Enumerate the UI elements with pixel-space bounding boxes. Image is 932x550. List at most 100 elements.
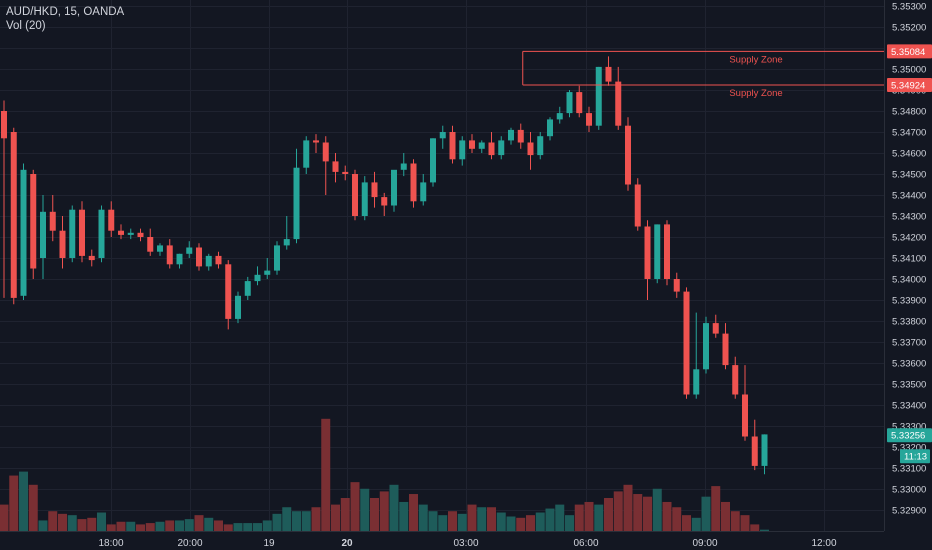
price-tick-label: 5.33300 — [892, 422, 926, 433]
volume-bar — [126, 521, 136, 531]
price-tick-label: 5.34100 — [892, 254, 926, 265]
time-axis[interactable]: 18:00 20:00 19 20 03:00 06:00 09:00 12:00 — [98, 538, 836, 549]
price-tick-label: 5.33000 — [892, 485, 926, 496]
candle — [30, 169, 37, 279]
volume-bar — [370, 498, 379, 531]
candle-body — [30, 174, 37, 269]
candle-body — [381, 197, 388, 206]
candle — [615, 66, 622, 130]
volume-bar — [243, 523, 253, 531]
candle — [59, 216, 66, 269]
candle-body — [498, 140, 505, 156]
candle — [703, 316, 709, 374]
candle-body — [215, 255, 222, 265]
candle-body — [1, 111, 7, 139]
price-tick-label: 5.33700 — [892, 338, 926, 349]
time-tick-label: 20:00 — [177, 538, 202, 549]
candle — [274, 241, 280, 275]
volume-bar — [526, 515, 535, 531]
volume-bar — [574, 504, 584, 531]
volume-bar — [399, 501, 409, 531]
volume-bar — [643, 496, 652, 531]
price-tick-label: 5.33200 — [892, 443, 926, 454]
volume-bar — [262, 520, 272, 531]
volume-bar — [721, 501, 730, 531]
candle — [166, 239, 173, 269]
candle-body — [595, 66, 602, 126]
candle-body — [459, 140, 466, 160]
candle — [712, 314, 719, 338]
candle — [361, 176, 368, 221]
volume-bar — [750, 524, 760, 531]
volume-bar — [467, 504, 477, 531]
price-tick-label: 5.33600 — [892, 359, 926, 370]
candle — [605, 56, 612, 86]
candle-body — [254, 274, 261, 282]
candle — [88, 249, 95, 267]
candle — [420, 174, 427, 206]
volume-bar — [682, 515, 691, 531]
supply-zone[interactable]: Supply Zone — [522, 84, 884, 99]
candle-body — [664, 224, 670, 279]
volume-bar — [604, 498, 613, 531]
candle — [439, 125, 446, 149]
volume-bar — [58, 513, 67, 531]
candle — [205, 253, 212, 271]
candle — [722, 323, 729, 370]
candle-body — [508, 129, 514, 141]
candle — [683, 287, 690, 399]
volume-bar — [116, 521, 126, 531]
candle — [254, 266, 261, 286]
candle-body — [303, 140, 310, 168]
volume-bar — [448, 511, 457, 531]
candle-body — [20, 169, 27, 296]
supply-zones: Supply Zone Supply Zone — [522, 50, 884, 99]
supply-zone[interactable]: Supply Zone — [522, 50, 884, 85]
volume-bar — [438, 515, 448, 531]
time-tick-label: 12:00 — [811, 538, 836, 549]
candle — [118, 224, 124, 240]
candle-body — [576, 92, 583, 114]
candle-body — [235, 295, 241, 319]
candle — [283, 216, 290, 250]
candle — [761, 434, 768, 475]
candle-body — [274, 245, 280, 271]
candle-body — [654, 224, 661, 279]
candle — [449, 125, 456, 164]
candle — [742, 365, 748, 441]
candle — [215, 251, 222, 269]
candle-body — [761, 434, 768, 466]
volume-bar — [233, 523, 243, 531]
price-tick-label: 5.34600 — [892, 149, 926, 160]
candle-body — [410, 163, 417, 202]
volume-bar — [662, 501, 672, 531]
candle — [400, 153, 407, 177]
volume-bar — [194, 515, 204, 531]
volume-bar — [204, 517, 214, 531]
volume-bar — [165, 520, 175, 531]
time-tick-label: 03:00 — [453, 538, 478, 549]
candle-body — [342, 171, 349, 174]
candle-body — [556, 113, 563, 120]
volume-bar — [760, 529, 769, 531]
candle — [196, 243, 202, 271]
volume-bar — [145, 523, 155, 531]
candle-body — [449, 132, 456, 160]
candle — [176, 253, 183, 269]
volume-bar — [623, 484, 633, 531]
volume-bar — [301, 511, 311, 531]
candle — [293, 148, 300, 244]
candle — [225, 260, 232, 330]
candle — [186, 241, 193, 258]
candle-body — [400, 163, 407, 170]
candle-body — [391, 169, 397, 206]
candle-body — [127, 232, 134, 235]
candle — [157, 243, 163, 256]
candle-body — [79, 209, 85, 256]
candle-body — [673, 279, 680, 292]
candle-body — [722, 333, 729, 366]
candle — [98, 205, 105, 263]
price-tick-label: 5.34500 — [892, 170, 926, 181]
candle-body — [478, 142, 485, 149]
